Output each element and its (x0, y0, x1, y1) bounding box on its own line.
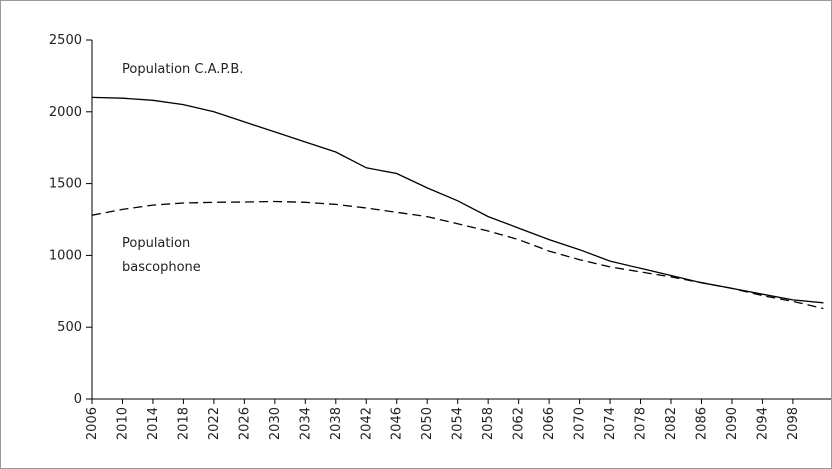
x-tick-label: 2026 (237, 407, 252, 440)
y-tick-label: 500 (57, 320, 82, 335)
series-line (91, 96, 824, 304)
y-tick-label: 2000 (49, 105, 82, 120)
x-tick-label: 2038 (329, 407, 344, 440)
y-tick-label: 0 (74, 392, 82, 407)
x-tick-label: 2062 (512, 407, 527, 440)
x-tick-label: 2014 (146, 407, 161, 440)
x-tick-label: 2098 (786, 407, 801, 440)
x-tick-label: 2094 (755, 407, 770, 440)
x-tick-label: 2006 (85, 407, 100, 440)
y-tick-label: 1500 (49, 177, 82, 192)
series-label: Population bascophone (122, 236, 201, 275)
x-tick-label: 2058 (481, 407, 496, 440)
x-tick-label: 2050 (420, 407, 435, 440)
x-tick-label: 2018 (176, 407, 191, 440)
x-tick-label: 2034 (298, 407, 313, 440)
x-tick-label: 2078 (634, 407, 649, 440)
y-tick-label: 1000 (49, 248, 82, 263)
x-tick-label: 2070 (573, 407, 588, 440)
x-tick-label: 2010 (115, 407, 130, 440)
x-tick-label: 2054 (451, 407, 466, 440)
series-line (91, 200, 824, 310)
x-tick-label: 2066 (542, 407, 557, 440)
y-tick-label: 2500 (49, 33, 82, 48)
x-tick-label: 2086 (694, 407, 709, 440)
x-tick-label: 2022 (207, 407, 222, 440)
x-tick-label: 2042 (359, 407, 374, 440)
x-tick-label: 2090 (725, 407, 740, 440)
series-label: Population C.A.P.B. (122, 62, 243, 77)
x-tick-label: 2046 (390, 407, 405, 440)
x-tick-label: 2074 (603, 407, 618, 440)
x-tick-label: 2082 (664, 407, 679, 440)
x-tick-label: 2030 (268, 407, 283, 440)
